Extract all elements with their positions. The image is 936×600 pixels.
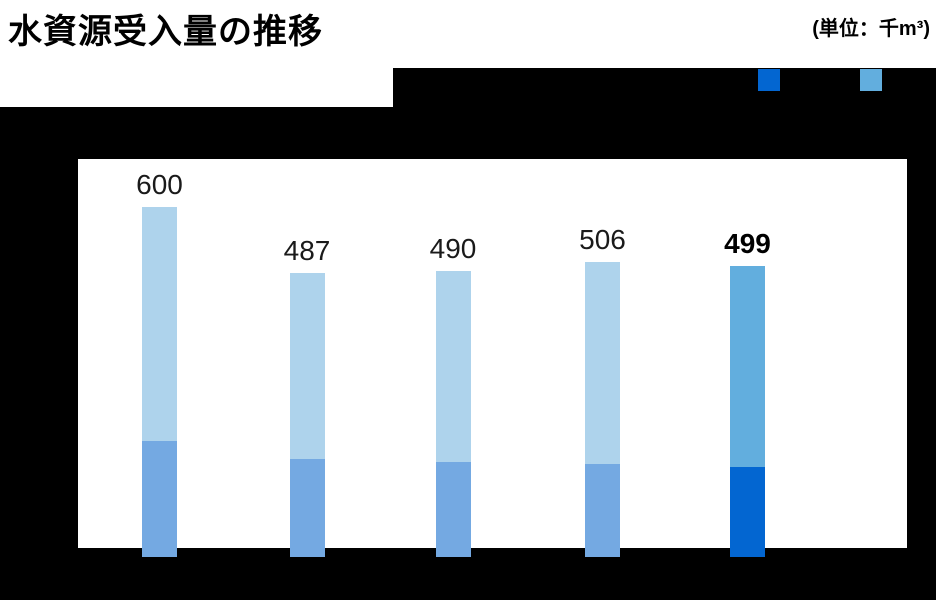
bar-value-label: 506	[579, 223, 626, 255]
page-title: 水資源受入量の推移	[8, 13, 323, 51]
bar-lower-segment	[730, 467, 765, 557]
unit-label: (単位：千m³)	[812, 18, 930, 40]
bar-value-label: 487	[283, 234, 331, 266]
bar-upper-segment	[585, 261, 620, 465]
bar-lower-segment	[435, 461, 471, 557]
light-blue-series-swatch	[860, 69, 882, 91]
bar-value-label: 600	[136, 169, 183, 200]
bar-lower-segment	[289, 459, 325, 557]
bar-value-label: 490	[429, 233, 477, 265]
plot-area	[78, 159, 907, 548]
bar-upper-segment	[289, 272, 325, 459]
bar-value-label: 499	[724, 227, 771, 259]
dark-blue-series-swatch	[758, 69, 780, 91]
bar-upper-segment	[730, 265, 765, 468]
bar-upper-segment	[435, 271, 471, 462]
bar-lower-segment	[585, 464, 620, 557]
bar-lower-segment	[142, 440, 177, 557]
bar-upper-segment	[142, 207, 177, 441]
chart-legend	[0, 69, 936, 91]
